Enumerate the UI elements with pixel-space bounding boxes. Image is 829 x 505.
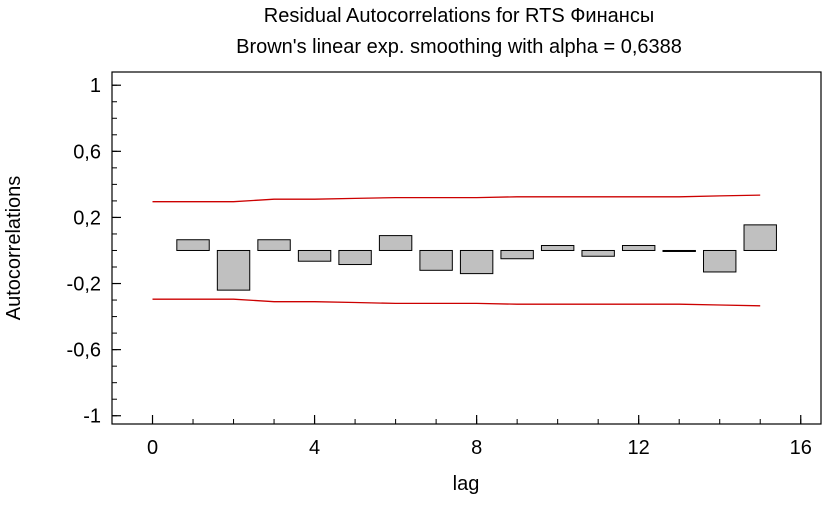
- confidence-limits: [152, 194, 761, 307]
- y-tick-label: 0,6: [73, 141, 101, 163]
- y-tick-label: -1: [83, 406, 101, 428]
- acf-bar: [216, 249, 251, 291]
- plot-area: [111, 71, 822, 425]
- acf-bar: [662, 249, 696, 252]
- acf-bar: [581, 249, 615, 257]
- y-tick-label: 0,2: [73, 207, 101, 229]
- y-tick-label: -0,2: [67, 274, 101, 296]
- acf-bar: [419, 249, 453, 271]
- lower-limit-line: [152, 298, 761, 307]
- acf-bar: [540, 245, 575, 251]
- x-tick-label: 12: [628, 437, 650, 459]
- x-tick-label: 4: [309, 437, 320, 459]
- x-tick-label: 0: [147, 437, 158, 459]
- acf-bar: [743, 224, 777, 251]
- acf-bar: [176, 239, 210, 251]
- acf-bar: [338, 249, 372, 266]
- acf-bar: [459, 249, 494, 275]
- chart-subtitle: Brown's linear exp. smoothing with alpha…: [236, 36, 682, 58]
- acf-bar: [500, 249, 534, 260]
- y-axis-title: Autocorrelations: [3, 176, 25, 321]
- x-tick-label: 16: [790, 437, 812, 459]
- acf-bar: [378, 235, 413, 251]
- acf-bar: [703, 249, 737, 273]
- bars: [176, 224, 777, 291]
- acf-bar: [297, 249, 332, 262]
- x-axis-title: lag: [453, 473, 480, 495]
- acf-bar: [621, 245, 656, 251]
- x-axis: 0 4 8 12 16: [147, 415, 812, 459]
- upper-limit-line: [152, 194, 761, 203]
- acf-bar: [257, 239, 291, 251]
- chart-title: Residual Autocorrelations for RTS Финанс…: [264, 5, 654, 27]
- y-axis: 1 0,6 0,2 -0,2 -0,6 -1: [67, 75, 121, 428]
- x-tick-label: 8: [471, 437, 482, 459]
- y-tick-label: -0,6: [67, 340, 101, 362]
- y-tick-label: 1: [90, 75, 101, 97]
